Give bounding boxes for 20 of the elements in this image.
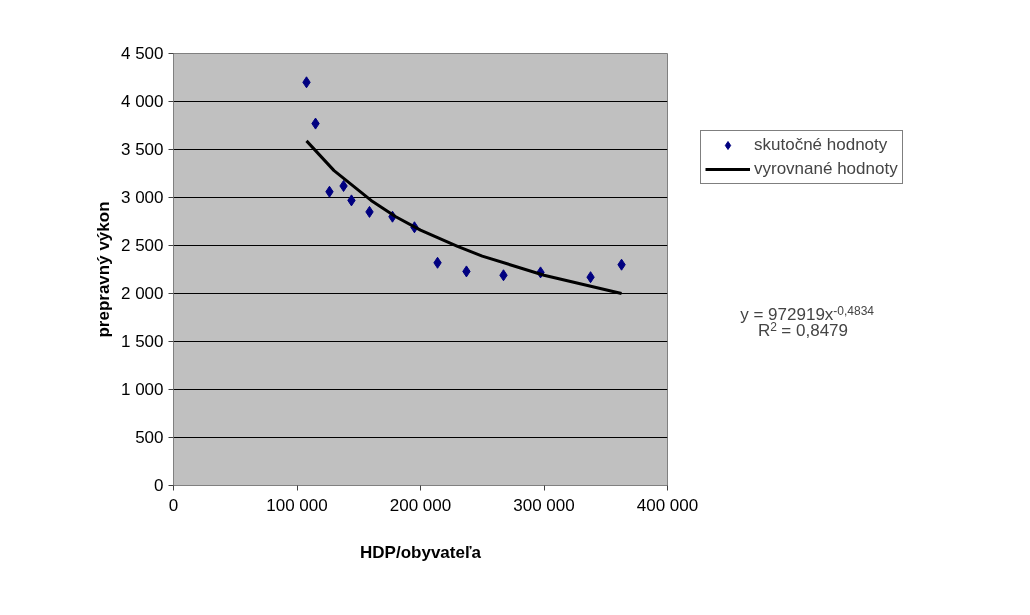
- y-tick-label: 500: [135, 428, 164, 447]
- y-tick-label: 2 000: [120, 284, 164, 303]
- y-tick-label: 3 500: [120, 140, 164, 159]
- x-tick-label: 400 000: [636, 495, 699, 515]
- y-axis-title: prepravný výkon: [93, 201, 113, 338]
- y-tick-label: 4 500: [120, 44, 164, 63]
- y-tick-label: 4 000: [120, 92, 164, 111]
- x-tick-label: 100 000: [266, 495, 328, 515]
- y-tick-label: 3 000: [120, 188, 164, 207]
- legend-label: skutočné hodnoty: [754, 135, 888, 155]
- y-tick-label: 0: [154, 476, 164, 495]
- legend-label: vyrovnané hodnoty: [754, 159, 898, 179]
- y-tick-label: 1 500: [120, 332, 164, 351]
- line-series: [305, 139, 624, 295]
- y-tick-label: 2 500: [120, 236, 164, 255]
- y-tick-label: 1 000: [120, 380, 164, 399]
- x-axis-title: HDP/obyvateľa: [360, 542, 482, 562]
- x-tick-label: 300 000: [513, 495, 575, 515]
- x-tick-label: 200 000: [389, 495, 452, 515]
- x-tick-label: 0: [168, 495, 179, 515]
